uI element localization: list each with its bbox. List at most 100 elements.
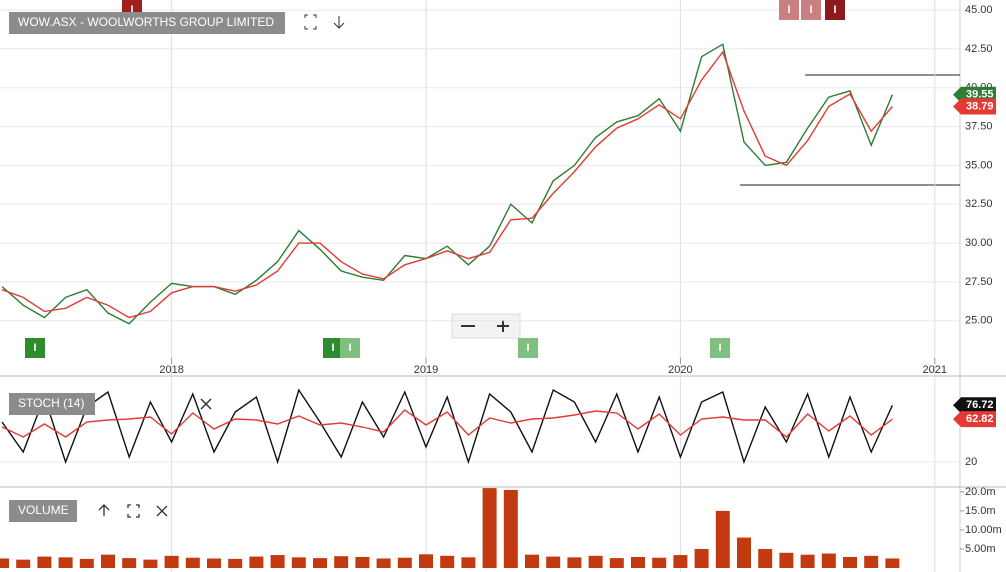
volume-bar <box>694 548 709 568</box>
volume-bar <box>249 556 264 568</box>
y-tick-label: 10.00m <box>965 524 1002 536</box>
badge <box>801 0 821 20</box>
volume-bar <box>58 557 73 568</box>
volume-bar <box>503 490 518 568</box>
volume-bar <box>609 558 624 568</box>
volume-bar <box>228 558 243 568</box>
badge <box>25 338 45 358</box>
volume-bar <box>419 554 433 568</box>
y-tick-label: 32.50 <box>965 198 993 210</box>
y-tick-label: 37.50 <box>965 120 993 132</box>
volume-bar <box>397 557 412 568</box>
volume-bar <box>843 556 857 568</box>
value-tag <box>953 98 996 115</box>
volume-bar <box>821 553 836 568</box>
y-tick-label: 5.00m <box>965 543 996 555</box>
volume-bar <box>588 555 603 568</box>
badge-label: I <box>130 4 133 16</box>
y-tick-label: 20 <box>965 456 977 468</box>
badge-label: I <box>331 342 334 354</box>
volume-bar <box>546 556 561 568</box>
y-tick-label: 25.00 <box>965 315 993 327</box>
volume-bar <box>101 554 115 568</box>
badge-label: I <box>718 342 721 354</box>
value-tag-label: 39.55 <box>966 89 994 101</box>
zoom-control[interactable] <box>451 313 521 339</box>
volume-title: VOLUME <box>18 503 69 517</box>
volume-bar <box>779 552 794 568</box>
badge <box>710 338 730 358</box>
volume-bar <box>567 557 582 568</box>
chart-title: WOW.ASX - WOOLWORTHS GROUP LIMITED <box>18 15 274 29</box>
value-tag <box>953 397 996 414</box>
value-tag-label: 62.82 <box>966 413 994 425</box>
stoch-title: STOCH (14) <box>18 396 84 410</box>
volume-bar <box>631 556 645 568</box>
y-tick-label: 35.00 <box>965 159 993 171</box>
value-tag-label: 38.79 <box>966 100 994 112</box>
badge-label: I <box>33 342 36 354</box>
volume-bar <box>0 558 9 568</box>
volume-bar <box>864 555 879 568</box>
series-line <box>1 388 894 465</box>
volume-bar <box>715 510 730 568</box>
title-box <box>9 12 285 34</box>
badge-label: I <box>809 4 812 16</box>
volume-icons[interactable] <box>98 504 168 518</box>
volume-bar <box>143 559 158 568</box>
value-tag-label: 76.72 <box>966 399 994 411</box>
volume-bar <box>440 555 455 568</box>
volume-bar <box>313 558 327 568</box>
volume-bar <box>164 555 179 568</box>
volume-bar <box>270 555 285 568</box>
title-icons[interactable] <box>304 14 345 30</box>
volume-bar <box>673 555 688 568</box>
badge <box>518 338 538 358</box>
volume-bar <box>652 557 667 568</box>
series-line <box>1 43 894 325</box>
badge-label: I <box>526 342 529 354</box>
volume-bar <box>885 558 900 568</box>
volume-bar <box>461 557 476 568</box>
x-tick-label: 2018 <box>159 364 183 376</box>
y-tick-label: 27.50 <box>965 276 993 288</box>
badge <box>779 0 799 20</box>
zoom-icons[interactable] <box>461 320 509 332</box>
value-tag <box>953 411 996 428</box>
series-line <box>1 409 893 438</box>
x-tick-label: 2019 <box>414 364 438 376</box>
badge <box>340 338 360 358</box>
stoch-title-box <box>9 393 95 415</box>
badge-label: I <box>348 342 351 354</box>
volume-bar <box>16 559 31 568</box>
volume-bar <box>37 556 52 568</box>
volume-bar <box>737 537 751 568</box>
badge <box>323 338 343 358</box>
close-icon[interactable] <box>200 398 212 410</box>
y-tick-label: 45.00 <box>965 4 993 16</box>
volume-bar <box>800 554 815 568</box>
volume-bar <box>355 556 370 568</box>
x-tick-label: 2020 <box>668 364 692 376</box>
volume-bar <box>207 558 221 568</box>
volume-bar <box>525 554 539 568</box>
volume-bar <box>334 556 349 568</box>
volume-bar <box>482 488 497 568</box>
badge-label: I <box>833 4 836 16</box>
volume-bar <box>376 558 391 568</box>
volume-bar <box>758 548 773 568</box>
volume-bar <box>291 557 306 568</box>
y-tick-label: 15.0m <box>965 505 996 517</box>
badge-label: I <box>787 4 790 16</box>
volume-title-box <box>9 500 77 522</box>
y-tick-label: 20.0m <box>965 486 996 498</box>
volume-bar <box>185 557 200 568</box>
x-tick-label: 2021 <box>923 364 947 376</box>
volume-bar <box>122 558 137 568</box>
y-tick-label: 30.00 <box>965 237 993 249</box>
badge <box>825 0 845 20</box>
